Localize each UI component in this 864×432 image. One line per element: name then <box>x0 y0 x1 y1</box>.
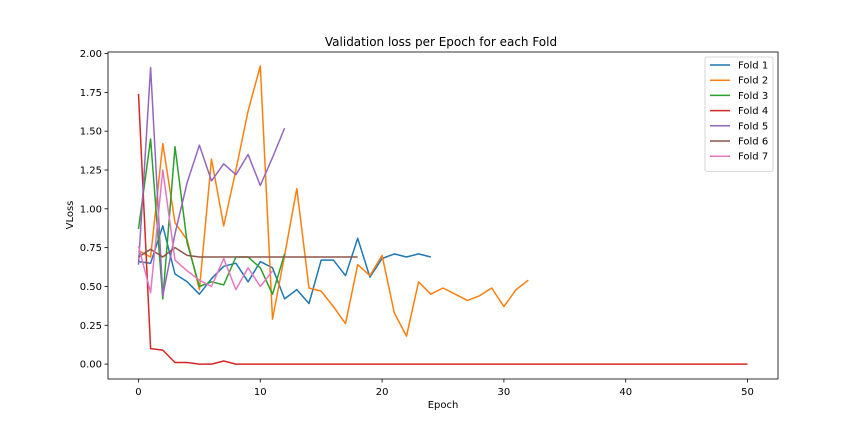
plot-frame <box>107 51 779 380</box>
legend-label: Fold 5 <box>738 121 768 132</box>
y-tick-label: 1.25 <box>80 166 102 177</box>
series-line-fold-2 <box>138 65 529 337</box>
legend-label: Fold 7 <box>738 152 768 163</box>
series-line-fold-4 <box>137 93 748 365</box>
y-tick-label: 0.75 <box>80 243 102 254</box>
series-line-fold-7 <box>137 169 274 294</box>
legend-label: Fold 2 <box>738 76 768 87</box>
series-line-fold-5 <box>137 66 286 297</box>
legend-label: Fold 4 <box>738 106 768 117</box>
y-tick-label: 1.50 <box>80 127 102 138</box>
legend: Fold 1 Fold 2 Fold 3 Fold 4 Fold 5 Fold 6 Fold… <box>704 56 774 172</box>
y-tick-label: 1.75 <box>80 88 102 99</box>
y-tick-label: 1.00 <box>80 204 102 215</box>
chart-title: Validation loss per Epoch for each Fold <box>325 35 557 49</box>
y-tick-label: 0.50 <box>80 282 102 293</box>
legend-label: Fold 3 <box>738 91 768 102</box>
x-tick-label: 50 <box>741 387 754 398</box>
y-axis-label: VLoss <box>65 201 76 230</box>
series-line-fold-3 <box>137 138 286 300</box>
x-tick-label: 20 <box>376 387 389 398</box>
x-tick-label: 10 <box>254 387 267 398</box>
x-tick-label: 40 <box>619 387 632 398</box>
x-tick-label: 0 <box>135 387 141 398</box>
legend-box <box>704 56 774 172</box>
y-axis: 0.00 0.25 0.50 0.75 1.00 1.25 1.50 1.75 2.00 <box>80 49 108 371</box>
x-axis-label: Epoch <box>428 400 459 411</box>
series-line-fold-6 <box>138 246 358 258</box>
x-tick-label: 30 <box>498 387 511 398</box>
y-tick-label: 0.25 <box>80 321 102 332</box>
legend-label: Fold 1 <box>738 61 768 72</box>
legend-label: Fold 6 <box>738 137 768 148</box>
x-axis: 0 10 20 30 40 50 <box>135 379 754 398</box>
y-tick-label: 0.00 <box>80 360 102 371</box>
y-tick-label: 2.00 <box>80 49 102 60</box>
series-layer <box>137 65 748 365</box>
